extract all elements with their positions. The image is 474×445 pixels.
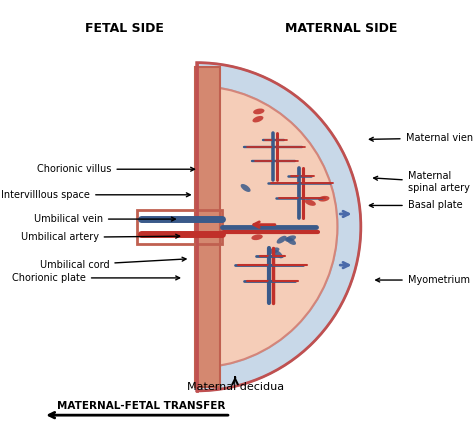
Ellipse shape [241, 184, 251, 192]
Text: Intervilllous space: Intervilllous space [1, 190, 190, 200]
Text: Umbilical vein: Umbilical vein [34, 214, 175, 224]
Ellipse shape [277, 236, 287, 244]
Text: Chorionic villus: Chorionic villus [37, 164, 194, 174]
Text: Umbilical cord: Umbilical cord [40, 257, 186, 270]
Text: Myometrium: Myometrium [376, 275, 470, 285]
Wedge shape [197, 86, 337, 368]
Text: MATERNAL-FETAL TRANSFER: MATERNAL-FETAL TRANSFER [57, 401, 226, 411]
Ellipse shape [268, 247, 280, 254]
Text: Maternal decidua: Maternal decidua [187, 382, 283, 392]
Text: MATERNAL SIDE: MATERNAL SIDE [285, 22, 398, 35]
Ellipse shape [318, 196, 329, 202]
Text: Maternal vien: Maternal vien [369, 133, 473, 143]
Ellipse shape [251, 235, 263, 240]
Ellipse shape [253, 116, 264, 122]
Text: Basal plate: Basal plate [369, 200, 462, 210]
Ellipse shape [285, 235, 296, 242]
Polygon shape [195, 67, 220, 387]
Ellipse shape [273, 250, 283, 259]
Ellipse shape [305, 199, 316, 206]
Ellipse shape [286, 237, 296, 245]
Polygon shape [197, 63, 361, 391]
Text: FETAL SIDE: FETAL SIDE [85, 22, 164, 35]
Ellipse shape [253, 109, 264, 114]
Text: Maternal
spinal artery: Maternal spinal artery [374, 171, 470, 193]
Text: Umbilical artery: Umbilical artery [21, 232, 180, 243]
Text: Chorionic plate: Chorionic plate [12, 273, 180, 283]
